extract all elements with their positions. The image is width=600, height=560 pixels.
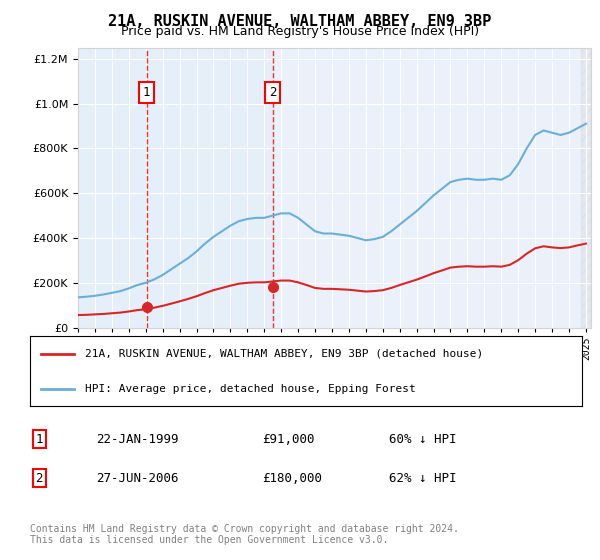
Text: Contains HM Land Registry data © Crown copyright and database right 2024.
This d: Contains HM Land Registry data © Crown c… [30, 524, 459, 545]
Text: 1: 1 [143, 86, 151, 99]
Bar [581, 48, 591, 328]
Text: 60% ↓ HPI: 60% ↓ HPI [389, 432, 457, 446]
Bar [78, 48, 147, 328]
Text: 62% ↓ HPI: 62% ↓ HPI [389, 472, 457, 485]
Text: £180,000: £180,000 [262, 472, 322, 485]
Text: 27-JUN-2006: 27-JUN-2006 [96, 472, 179, 485]
Text: 22-JAN-1999: 22-JAN-1999 [96, 432, 179, 446]
Text: 2: 2 [269, 86, 276, 99]
Text: Price paid vs. HM Land Registry's House Price Index (HPI): Price paid vs. HM Land Registry's House … [121, 25, 479, 38]
Text: £91,000: £91,000 [262, 432, 314, 446]
Text: 2: 2 [35, 472, 43, 485]
Text: 1: 1 [35, 432, 43, 446]
Text: 21A, RUSKIN AVENUE, WALTHAM ABBEY, EN9 3BP (detached house): 21A, RUSKIN AVENUE, WALTHAM ABBEY, EN9 3… [85, 348, 484, 358]
Bar [147, 48, 272, 328]
Text: 21A, RUSKIN AVENUE, WALTHAM ABBEY, EN9 3BP: 21A, RUSKIN AVENUE, WALTHAM ABBEY, EN9 3… [109, 14, 491, 29]
Text: HPI: Average price, detached house, Epping Forest: HPI: Average price, detached house, Eppi… [85, 384, 416, 394]
